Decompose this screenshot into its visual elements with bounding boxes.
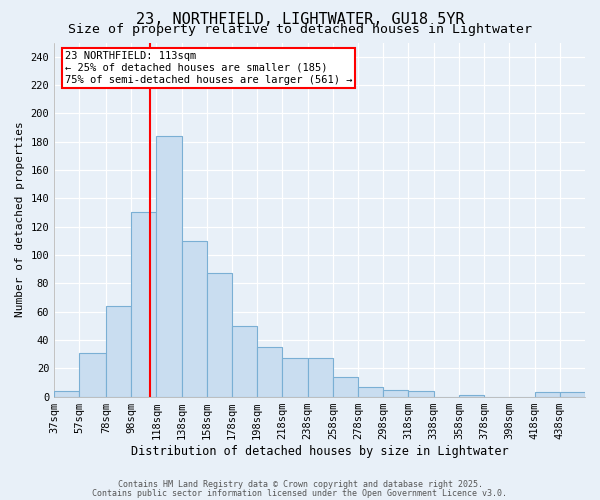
X-axis label: Distribution of detached houses by size in Lightwater: Distribution of detached houses by size … <box>131 444 508 458</box>
Bar <box>106 306 131 396</box>
Bar <box>409 391 434 396</box>
Bar <box>232 326 257 396</box>
Text: Contains public sector information licensed under the Open Government Licence v3: Contains public sector information licen… <box>92 488 508 498</box>
Text: Contains HM Land Registry data © Crown copyright and database right 2025.: Contains HM Land Registry data © Crown c… <box>118 480 482 489</box>
Y-axis label: Number of detached properties: Number of detached properties <box>15 122 25 318</box>
Bar <box>383 390 409 396</box>
Bar <box>308 358 333 397</box>
Bar <box>257 347 283 397</box>
Bar <box>535 392 560 396</box>
Bar <box>560 392 585 396</box>
Text: Size of property relative to detached houses in Lightwater: Size of property relative to detached ho… <box>68 22 532 36</box>
Bar <box>156 136 182 396</box>
Bar <box>207 274 232 396</box>
Bar <box>79 352 106 397</box>
Bar <box>283 358 308 397</box>
Bar <box>182 241 207 396</box>
Bar <box>333 377 358 396</box>
Bar <box>54 391 79 396</box>
Text: 23 NORTHFIELD: 113sqm
← 25% of detached houses are smaller (185)
75% of semi-det: 23 NORTHFIELD: 113sqm ← 25% of detached … <box>65 52 352 84</box>
Bar <box>358 386 383 396</box>
Bar <box>131 212 156 396</box>
Text: 23, NORTHFIELD, LIGHTWATER, GU18 5YR: 23, NORTHFIELD, LIGHTWATER, GU18 5YR <box>136 12 464 28</box>
Bar <box>459 395 484 396</box>
